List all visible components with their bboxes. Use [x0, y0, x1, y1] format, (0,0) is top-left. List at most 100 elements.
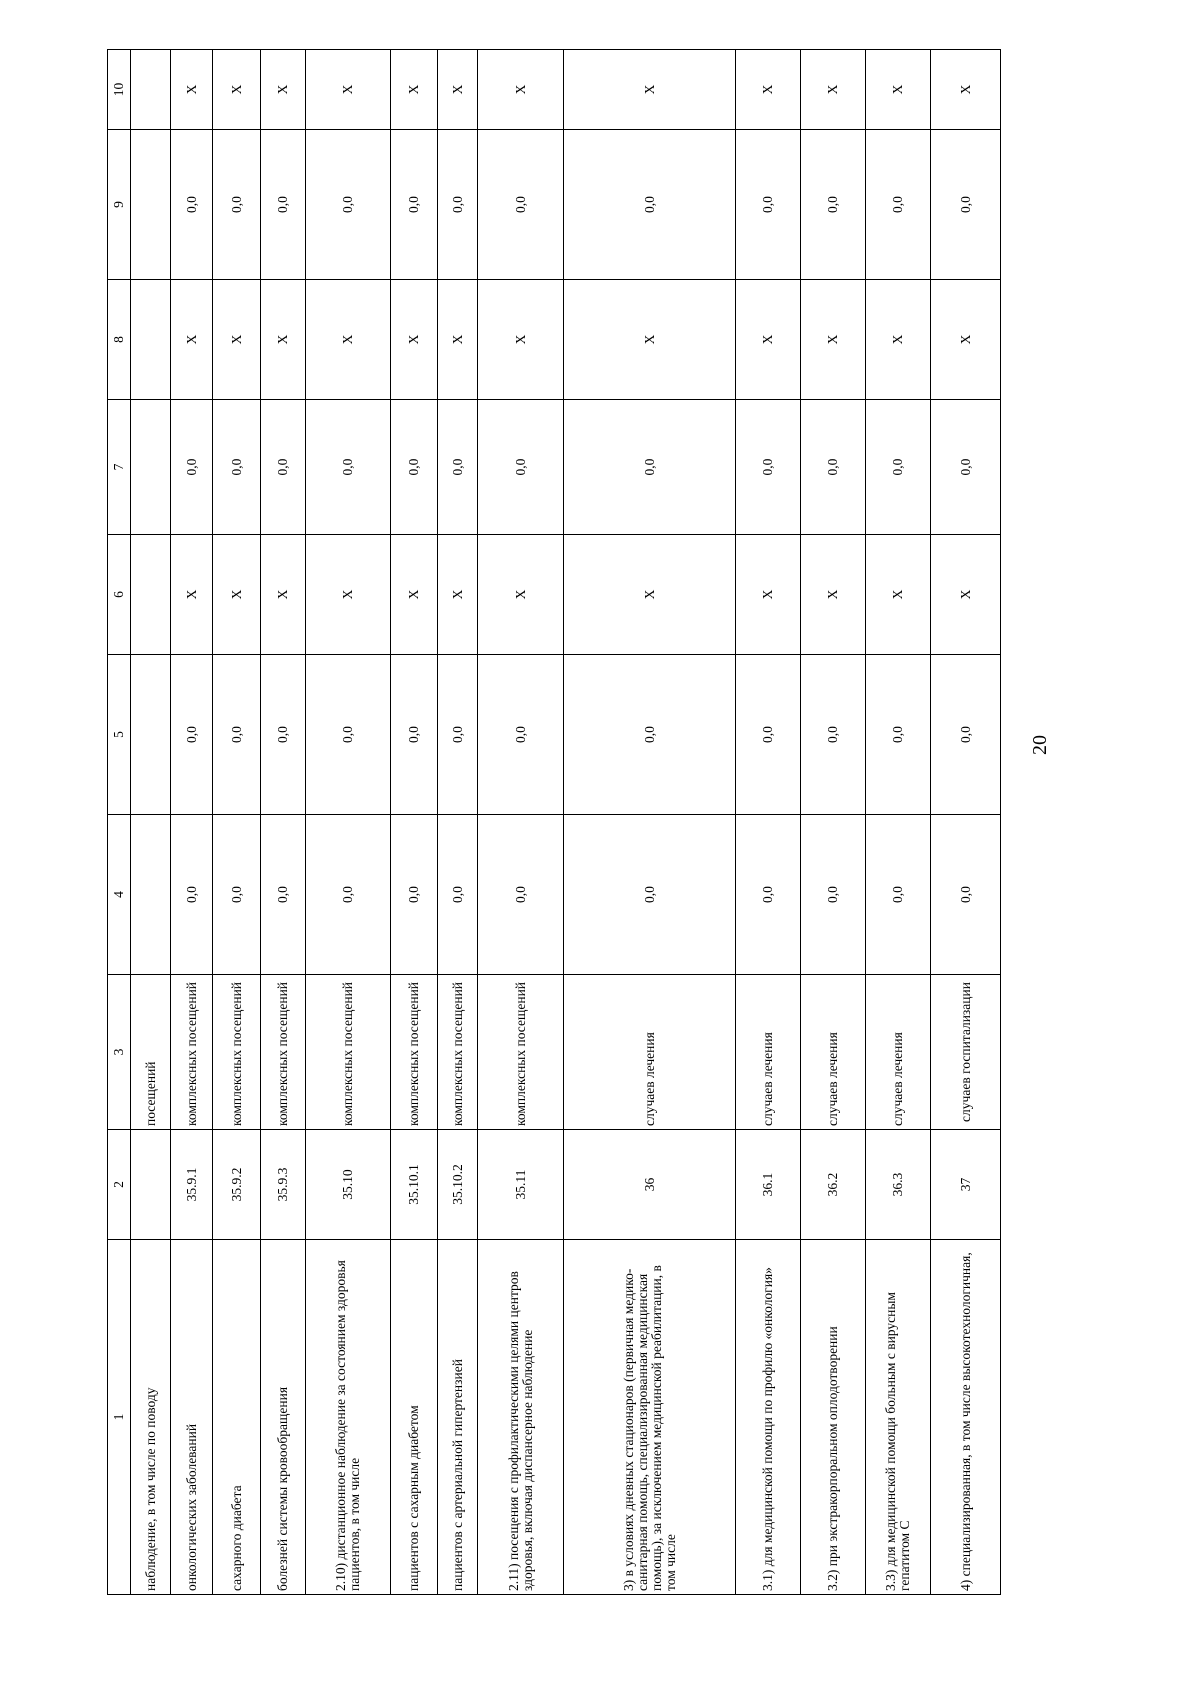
header-row: 1 2 3 4 5 6 7 8 9 10 [107, 49, 131, 1595]
unit: случаев госпитализации [930, 974, 1001, 1130]
indicator-name: онкологических заболеваний [170, 1239, 213, 1595]
value-cell: 0,0 [930, 814, 1001, 975]
value-cell: X [305, 279, 391, 400]
value-cell: 0,0 [865, 814, 931, 975]
value-cell: X [477, 49, 564, 130]
table-row: наблюдение, в том числе по поводу посещен… [130, 49, 171, 1595]
row-code: 35.11 [477, 1129, 564, 1240]
value-cell: X [930, 49, 1001, 130]
value-cell: 0,0 [800, 654, 866, 815]
column-header: 2 [107, 1129, 131, 1240]
value-cell: 0,0 [260, 654, 306, 815]
column-header: 6 [107, 534, 131, 655]
value-cell: 0,0 [260, 399, 306, 535]
table-row: болезней системы кровообращения 35.9.3 ком… [260, 49, 306, 1595]
value-cell: X [170, 534, 213, 655]
value-cell [130, 129, 171, 280]
value-cell: X [170, 49, 213, 130]
value-cell: X [563, 279, 736, 400]
indicator-name: 3.1) для медицинской помощи по профилю «… [735, 1239, 801, 1595]
unit: случаев лечения [865, 974, 931, 1130]
table-row: онкологических заболеваний 35.9.1 комплекс… [170, 49, 213, 1595]
row-code: 35.10.1 [390, 1129, 438, 1240]
value-cell: 0,0 [930, 399, 1001, 535]
value-cell: X [865, 279, 931, 400]
value-cell: 0,0 [735, 129, 801, 280]
table-row: 3.1) для медицинской помощи по профилю «… [735, 49, 801, 1595]
value-cell: 0,0 [212, 814, 261, 975]
column-header: 5 [107, 654, 131, 815]
table-row: 3) в условиях дневных стационаров (перви… [563, 49, 736, 1595]
value-cell: X [800, 534, 866, 655]
row-code [130, 1129, 171, 1240]
value-cell: X [260, 49, 306, 130]
value-cell: X [800, 49, 866, 130]
value-cell: 0,0 [260, 814, 306, 975]
row-code: 36.2 [800, 1129, 866, 1240]
value-cell: 0,0 [477, 129, 564, 280]
column-header: 8 [107, 279, 131, 400]
value-cell: X [735, 49, 801, 130]
indicator-name: 3) в условиях дневных стационаров (перви… [563, 1239, 736, 1595]
data-table: 1 2 3 4 5 6 7 8 9 10 наблюдение, в том числе по по… [107, 49, 1001, 1595]
column-header: 9 [107, 129, 131, 280]
row-code: 36 [563, 1129, 736, 1240]
value-cell: 0,0 [735, 814, 801, 975]
indicator-name: 2.11) посещения с профилактическими целя… [477, 1239, 564, 1595]
value-cell: X [260, 534, 306, 655]
value-cell: 0,0 [563, 654, 736, 815]
value-cell: X [170, 279, 213, 400]
value-cell: X [865, 534, 931, 655]
value-cell: X [305, 49, 391, 130]
value-cell: 0,0 [305, 129, 391, 280]
value-cell: 0,0 [477, 814, 564, 975]
unit: комплексных посещений [437, 974, 478, 1130]
unit: комплексных посещений [212, 974, 261, 1130]
value-cell: 0,0 [390, 129, 438, 280]
value-cell: 0,0 [437, 129, 478, 280]
value-cell: 0,0 [437, 814, 478, 975]
unit: посещений [130, 974, 171, 1130]
table-row: 4) специализированная, в том числе высок… [930, 49, 1001, 1595]
value-cell: 0,0 [260, 129, 306, 280]
value-cell: X [437, 534, 478, 655]
value-cell: 0,0 [170, 814, 213, 975]
row-code: 35.9.2 [212, 1129, 261, 1240]
indicator-name: 3.3) для медицинской помощи больным с ви… [865, 1239, 931, 1595]
table-row: 3.3) для медицинской помощи больным с ви… [865, 49, 931, 1595]
table-row: 2.11) посещения с профилактическими целя… [477, 49, 564, 1595]
value-cell: 0,0 [865, 654, 931, 815]
value-cell: 0,0 [212, 654, 261, 815]
unit: комплексных посещений [305, 974, 391, 1130]
value-cell: 0,0 [930, 129, 1001, 280]
value-cell: 0,0 [800, 129, 866, 280]
value-cell [130, 534, 171, 655]
indicator-name: пациентов с артериальной гипертензией [437, 1239, 478, 1595]
table-row: 3.2) при экстракорпоральном оплодотворен… [800, 49, 866, 1595]
column-header: 10 [107, 49, 131, 130]
value-cell: X [390, 49, 438, 130]
row-code: 35.10 [305, 1129, 391, 1240]
value-cell: 0,0 [212, 399, 261, 535]
unit: комплексных посещений [170, 974, 213, 1130]
value-cell: X [563, 534, 736, 655]
row-code: 37 [930, 1129, 1001, 1240]
value-cell: 0,0 [390, 814, 438, 975]
table-row: пациентов с артериальной гипертензией 35.… [437, 49, 478, 1595]
value-cell: X [305, 534, 391, 655]
table-row: пациентов с сахарным диабетом 35.10.1 комп… [390, 49, 438, 1595]
value-cell: X [865, 49, 931, 130]
value-cell: X [477, 534, 564, 655]
value-cell: 0,0 [865, 129, 931, 280]
value-cell: 0,0 [305, 814, 391, 975]
indicator-name: 2.10) дистанционное наблюдение за состоя… [305, 1239, 391, 1595]
value-cell: 0,0 [170, 654, 213, 815]
row-code: 35.9.1 [170, 1129, 213, 1240]
value-cell: 0,0 [170, 129, 213, 280]
row-code: 35.10.2 [437, 1129, 478, 1240]
value-cell: 0,0 [477, 654, 564, 815]
page-number: 20 [1029, 735, 1051, 755]
row-code: 36.3 [865, 1129, 931, 1240]
value-cell [130, 654, 171, 815]
rotated-page: 1 2 3 4 5 6 7 8 9 10 наблюдение, в том числе по по… [107, 49, 1067, 1595]
